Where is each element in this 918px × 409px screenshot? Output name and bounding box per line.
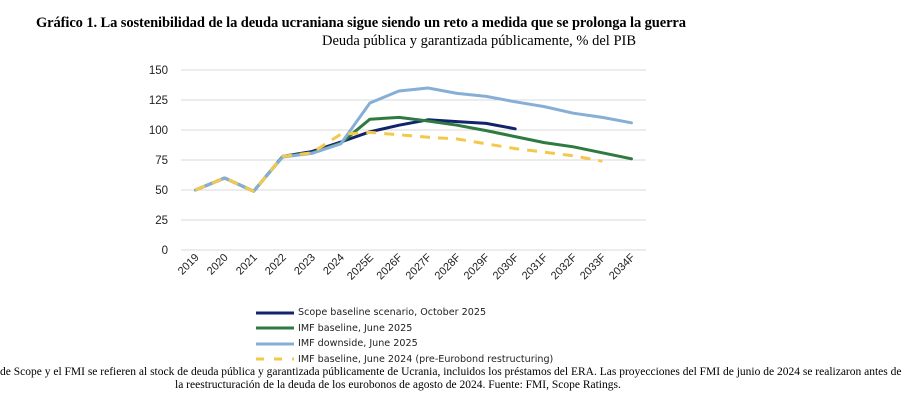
x-axis-ticks: 2019 2020 2021 2022 2023 20242025E2026F2027F2… <box>176 251 638 282</box>
x-tick-label: 2027F <box>404 251 435 282</box>
y-tick-label: 100 <box>149 125 168 137</box>
x-tick-label: 2033F <box>578 251 609 282</box>
series-line-4 <box>194 130 603 193</box>
legend-item: IMF downside, June 2025 <box>254 336 553 352</box>
legend-swatch <box>254 322 294 334</box>
gridlines <box>181 69 646 251</box>
x-tick-label: 2030F <box>491 251 522 282</box>
x-tick-label: 2019 <box>176 252 202 278</box>
legend-item: IMF baseline, June 2024 (pre-Eurobond re… <box>254 352 553 368</box>
x-tick-label: 2020 <box>205 252 231 278</box>
legend-label: IMF baseline, June 2024 (pre-Eurobond re… <box>298 353 554 365</box>
x-tick-label: 2032F <box>549 251 580 282</box>
x-tick-label: 2023 <box>292 252 318 278</box>
series-lines <box>194 86 633 193</box>
legend-swatch <box>254 307 294 319</box>
footnote-line-2: la reestructuración de la deuda de los e… <box>175 379 621 391</box>
series-line-3 <box>194 86 633 193</box>
legend-swatch <box>254 338 294 350</box>
x-tick-label: 2022 <box>263 252 289 278</box>
x-tick-label: 2029F <box>462 251 493 282</box>
y-tick-label: 25 <box>155 215 168 227</box>
y-tick-label: 0 <box>162 245 168 257</box>
x-tick-label: 2026F <box>375 251 406 282</box>
legend-item: IMF baseline, June 2025 <box>254 321 553 337</box>
x-tick-label: 2034F <box>607 251 638 282</box>
y-tick-label: 125 <box>149 95 168 107</box>
y-tick-label: 150 <box>149 65 168 77</box>
legend-label: IMF downside, June 2025 <box>298 338 418 350</box>
x-tick-label: 2025E <box>345 252 376 283</box>
x-tick-label: 2028F <box>433 251 464 282</box>
legend-item: Scope baseline scenario, October 2025 <box>254 305 553 321</box>
x-tick-label: 2024 <box>321 252 347 278</box>
legend-swatch <box>254 353 294 365</box>
chart-subtitle: Deuda pública y garantizada públicamente… <box>321 33 637 49</box>
chart-title: Gráfico 1. La sostenibilidad de la deuda… <box>36 15 686 31</box>
legend-label: Scope baseline scenario, October 2025 <box>298 307 487 319</box>
y-axis-ticks: 0 25 50 75 100 125 150 <box>149 65 168 257</box>
legend: Scope baseline scenario, October 2025 IMF… <box>254 305 553 367</box>
y-tick-label: 75 <box>155 155 168 167</box>
x-tick-label: 2021 <box>234 252 260 278</box>
footnote-line-1: de Scope y el FMI se refieren al stock d… <box>0 366 902 378</box>
x-tick-label: 2031F <box>520 251 551 282</box>
legend-label: IMF baseline, June 2025 <box>298 322 413 334</box>
y-tick-label: 50 <box>155 185 168 197</box>
